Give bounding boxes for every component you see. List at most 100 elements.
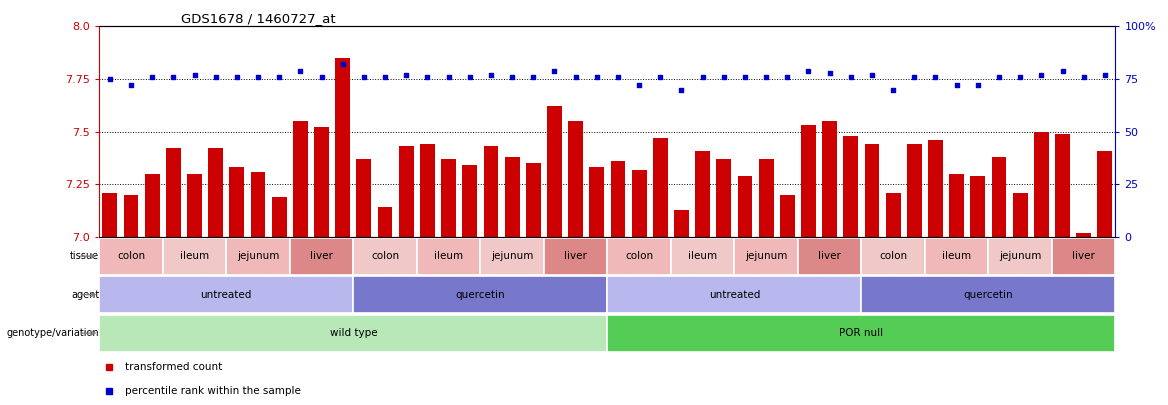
Bar xyxy=(103,193,117,237)
Text: liver: liver xyxy=(311,251,333,261)
Text: colon: colon xyxy=(880,251,908,261)
Bar xyxy=(99,276,354,313)
Point xyxy=(481,72,500,78)
Text: jejunum: jejunum xyxy=(999,251,1042,261)
Point xyxy=(566,74,585,80)
Point xyxy=(100,76,119,82)
Bar xyxy=(417,238,480,275)
Bar xyxy=(716,159,731,237)
Point xyxy=(884,86,903,93)
Point xyxy=(1033,72,1051,78)
Text: jejunum: jejunum xyxy=(745,251,787,261)
Bar xyxy=(526,163,541,237)
Bar xyxy=(1055,134,1070,237)
Text: colon: colon xyxy=(371,251,399,261)
Point xyxy=(905,74,924,80)
Point xyxy=(207,74,225,80)
Bar xyxy=(607,238,670,275)
Point xyxy=(989,74,1008,80)
Text: untreated: untreated xyxy=(201,290,252,300)
Bar xyxy=(166,149,181,237)
Bar xyxy=(99,315,607,352)
Text: quercetin: quercetin xyxy=(964,290,1013,300)
Point xyxy=(588,74,606,80)
Bar xyxy=(480,238,544,275)
Bar xyxy=(354,238,417,275)
Text: genotype/variation: genotype/variation xyxy=(7,328,99,338)
Bar xyxy=(398,146,413,237)
Text: ileum: ileum xyxy=(434,251,464,261)
Bar xyxy=(653,138,668,237)
Bar xyxy=(950,174,964,237)
Bar xyxy=(862,238,925,275)
Point xyxy=(164,74,182,80)
Point xyxy=(778,74,797,80)
Point xyxy=(355,74,374,80)
Bar xyxy=(632,170,647,237)
Text: ileum: ileum xyxy=(688,251,717,261)
Bar xyxy=(611,161,625,237)
Point xyxy=(736,74,755,80)
Point xyxy=(1010,74,1029,80)
Bar xyxy=(862,276,1115,313)
Bar xyxy=(735,238,798,275)
Text: ileum: ileum xyxy=(943,251,972,261)
Bar xyxy=(607,276,862,313)
Bar xyxy=(1052,238,1115,275)
Point xyxy=(947,82,966,89)
Point xyxy=(1054,67,1072,74)
Point xyxy=(186,72,204,78)
Bar xyxy=(162,238,227,275)
Bar xyxy=(442,159,456,237)
Bar xyxy=(145,174,160,237)
Bar xyxy=(801,125,816,237)
Point xyxy=(672,86,690,93)
Point xyxy=(1096,72,1114,78)
Text: percentile rank within the sample: percentile rank within the sample xyxy=(125,386,300,396)
Point xyxy=(333,61,352,68)
Point xyxy=(502,74,521,80)
Bar xyxy=(925,238,988,275)
Bar xyxy=(314,128,329,237)
Bar xyxy=(992,157,1007,237)
Text: transformed count: transformed count xyxy=(125,362,222,372)
Bar xyxy=(737,176,752,237)
Point xyxy=(651,74,669,80)
Point xyxy=(312,74,331,80)
Bar xyxy=(420,144,434,237)
Point xyxy=(799,67,818,74)
Point xyxy=(270,74,288,80)
Text: liver: liver xyxy=(819,251,841,261)
Bar xyxy=(290,238,354,275)
Bar xyxy=(1034,132,1049,237)
Point xyxy=(820,69,839,76)
Point xyxy=(249,74,267,80)
Text: jejunum: jejunum xyxy=(491,251,534,261)
Text: ileum: ileum xyxy=(180,251,209,261)
Point xyxy=(142,74,161,80)
Bar xyxy=(377,207,392,237)
Bar xyxy=(356,159,371,237)
Text: agent: agent xyxy=(71,290,99,300)
Bar xyxy=(568,121,583,237)
Bar xyxy=(885,193,901,237)
Bar xyxy=(187,174,202,237)
Bar xyxy=(354,276,607,313)
Bar xyxy=(607,315,1115,352)
Bar xyxy=(229,167,244,237)
Bar xyxy=(590,167,604,237)
Bar xyxy=(843,136,858,237)
Text: GDS1678 / 1460727_at: GDS1678 / 1460727_at xyxy=(181,12,335,25)
Bar xyxy=(1013,193,1028,237)
Bar xyxy=(988,238,1052,275)
Point xyxy=(926,74,945,80)
Bar xyxy=(463,165,478,237)
Bar xyxy=(971,176,986,237)
Text: liver: liver xyxy=(1072,251,1096,261)
Bar xyxy=(272,197,286,237)
Point xyxy=(968,82,987,89)
Bar xyxy=(124,195,139,237)
Point xyxy=(376,74,395,80)
Point xyxy=(524,74,543,80)
Text: jejunum: jejunum xyxy=(237,251,279,261)
